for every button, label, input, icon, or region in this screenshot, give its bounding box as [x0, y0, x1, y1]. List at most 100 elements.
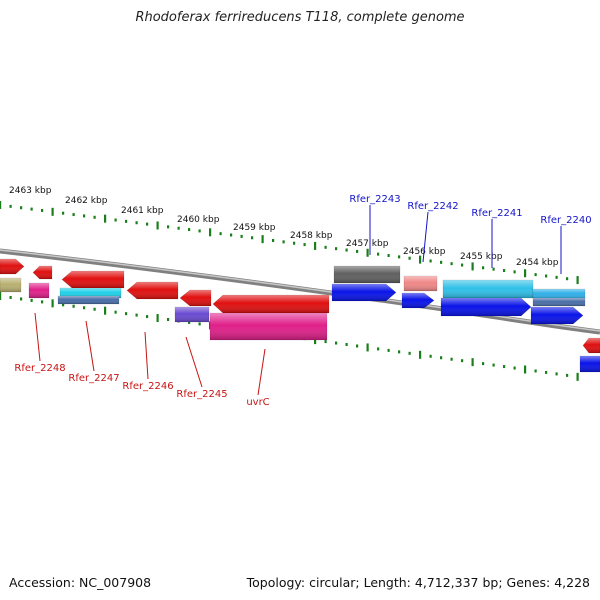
minor-tick	[387, 254, 390, 258]
top-scale-ticks	[0, 201, 579, 285]
gene-label: Rfer_2243	[349, 194, 400, 205]
gene-label: uvrC	[246, 397, 269, 408]
gene-label: Rfer_2241	[471, 208, 522, 219]
major-tick	[156, 221, 159, 230]
gene-arrow-shading	[58, 296, 119, 304]
minor-tick	[534, 369, 537, 373]
minor-tick	[513, 366, 516, 370]
minor-tick	[492, 267, 495, 271]
gene-arrow-shading	[531, 307, 583, 324]
gene-labels: Rfer_2243 Rfer_2242 Rfer_2241 Rfer_2240 Rfer…	[14, 194, 591, 408]
minor-tick	[177, 226, 180, 230]
minor-tick	[219, 232, 222, 236]
gene-label-leader	[422, 211, 429, 263]
minor-tick	[482, 266, 485, 270]
major-tick	[209, 228, 212, 237]
minor-tick	[93, 307, 96, 311]
scale-label: 2455 kbp	[460, 252, 503, 262]
major-tick	[0, 201, 2, 209]
minor-tick	[398, 350, 401, 354]
minor-tick	[482, 362, 485, 366]
minor-tick	[429, 354, 432, 358]
minor-tick	[408, 256, 411, 260]
gene-arrow-shading	[0, 278, 21, 292]
gene-track	[0, 258, 600, 373]
gene-label-leader	[34, 312, 41, 362]
minor-tick	[461, 263, 464, 267]
minor-tick	[9, 204, 12, 208]
minor-tick	[167, 225, 170, 229]
scale-label: 2457 kbp	[346, 239, 389, 249]
major-tick	[0, 292, 2, 300]
gene-arrow-shading	[404, 276, 437, 291]
gene-label-leader	[257, 348, 266, 396]
minor-tick	[62, 303, 65, 307]
minor-tick	[293, 241, 296, 245]
gene-label: Rfer_2240	[540, 215, 591, 226]
major-tick	[524, 365, 527, 374]
gene-arrow-shading	[210, 313, 327, 340]
minor-tick	[93, 215, 96, 219]
minor-tick	[356, 344, 359, 348]
minor-tick	[135, 221, 138, 225]
gene-arrow-shading	[180, 290, 211, 306]
gene-arrow-shading	[533, 289, 585, 299]
minor-tick	[377, 252, 380, 256]
minor-tick	[303, 243, 306, 247]
minor-tick	[566, 277, 569, 281]
gene-arrow-shading	[213, 295, 329, 313]
minor-tick	[146, 315, 149, 319]
gene-label-leader	[144, 331, 149, 380]
minor-tick	[272, 238, 275, 242]
gene-label-leader	[185, 336, 203, 388]
minor-tick	[188, 320, 191, 324]
scale-label: 2459 kbp	[233, 223, 276, 233]
minor-tick	[72, 213, 75, 217]
minor-tick	[440, 260, 443, 264]
minor-tick	[335, 247, 338, 251]
minor-tick	[62, 211, 65, 215]
scale-label: 2454 kbp	[516, 258, 559, 268]
minor-tick	[230, 233, 233, 237]
minor-tick	[335, 341, 338, 345]
major-tick	[366, 248, 369, 257]
gene-label: Rfer_2247	[68, 373, 119, 384]
minor-tick	[125, 219, 128, 223]
minor-tick	[282, 240, 285, 244]
minor-tick	[198, 322, 201, 326]
minor-tick	[251, 236, 254, 240]
gene-arrow-shading	[33, 266, 52, 279]
minor-tick	[534, 273, 537, 277]
scale-labels: 2463 kbp 2462 kbp 2461 kbp 2460 kbp 2459 kbp…	[9, 186, 559, 268]
gene-arrow-shading	[127, 282, 178, 299]
minor-tick	[429, 259, 432, 263]
gene-arrow-shading	[441, 298, 531, 316]
minor-tick	[9, 295, 12, 299]
minor-tick	[545, 274, 548, 278]
major-tick	[471, 358, 474, 367]
gene-arrow-shading	[443, 280, 533, 298]
scale-label: 2462 kbp	[65, 196, 108, 206]
major-tick	[366, 343, 369, 352]
minor-tick	[398, 255, 401, 259]
minor-tick	[345, 248, 348, 252]
gene-arrow-shading	[583, 338, 600, 353]
scale-label: 2461 kbp	[121, 206, 164, 216]
gene-arrow-shading	[175, 307, 209, 322]
gene-arrow-shading	[580, 356, 600, 372]
minor-tick	[114, 218, 117, 222]
minor-tick	[545, 370, 548, 374]
minor-tick	[114, 310, 117, 314]
minor-tick	[240, 234, 243, 238]
scale-label: 2463 kbp	[9, 186, 52, 196]
minor-tick	[167, 318, 170, 322]
accession-label: Accession: NC_007908	[9, 575, 152, 590]
minor-tick	[555, 372, 558, 376]
minor-tick	[188, 228, 191, 232]
major-tick	[576, 372, 579, 381]
minor-tick	[440, 356, 443, 360]
minor-tick	[345, 343, 348, 347]
scale-label: 2458 kbp	[290, 231, 333, 241]
gene-arrow-shading	[332, 284, 396, 301]
